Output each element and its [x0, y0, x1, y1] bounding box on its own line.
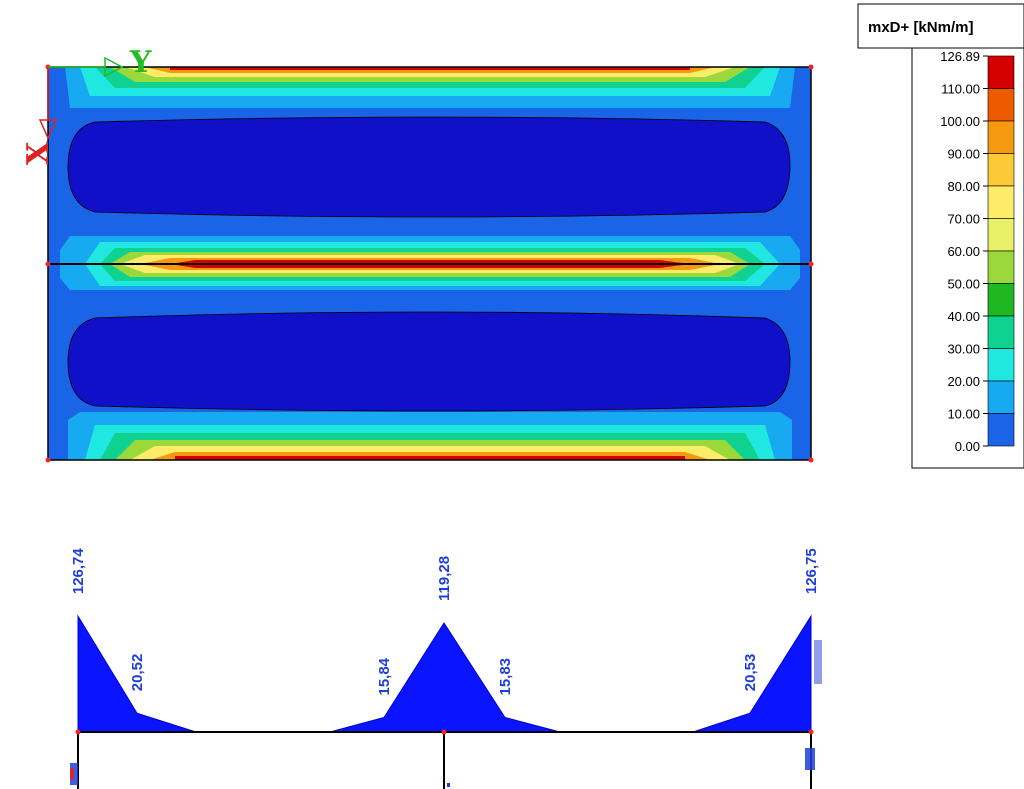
x-axis-label: X [21, 141, 56, 165]
legend-swatch [987, 348, 1015, 382]
node-markers [45, 64, 814, 463]
legend-swatch [987, 283, 1015, 317]
legend-level-label: 100.00 [940, 114, 980, 129]
y-axis-arrow [48, 56, 124, 78]
legend-level-label: 10.00 [947, 407, 980, 422]
contour-low-region-upper [67, 116, 791, 218]
moment-value-label: 126,75 [803, 548, 820, 594]
legend-swatch [987, 88, 1015, 122]
legend-swatch [987, 55, 1015, 89]
moment-diagram: 126,74 20,52 15,84 119,28 15,83 20,53 126,75 [70, 548, 822, 789]
legend-level-label: 90.00 [947, 147, 980, 162]
contour-low-region-lower [67, 311, 791, 412]
legend-swatch [987, 315, 1015, 349]
legend-swatch [987, 185, 1015, 219]
contour-band-bottom [68, 412, 792, 460]
legend-swatch [987, 413, 1015, 447]
cutoff-label-marks [70, 640, 822, 787]
legend-swatch [987, 218, 1015, 252]
contour-band-top [65, 67, 795, 108]
legend-level-label: 80.00 [947, 179, 980, 194]
legend-level-label: 40.00 [947, 309, 980, 324]
legend-labels: 126.89 110.00 100.00 90.00 80.00 70.00 60.00 50… [940, 49, 988, 454]
moment-area [77, 614, 812, 733]
legend-level-label: 70.00 [947, 212, 980, 227]
legend: mxD+ [kNm/m] 126.89 110.00 100.00 90.00 80.0… [857, 3, 1024, 469]
legend-swatch [987, 250, 1015, 284]
moment-value-label: 119,28 [436, 556, 453, 601]
legend-level-label: 20.00 [947, 374, 980, 389]
legend-swatch [987, 153, 1015, 187]
moment-value-label: 15,83 [497, 658, 514, 696]
legend-level-label: 0.00 [955, 439, 980, 454]
legend-level-label: 126.89 [940, 49, 980, 64]
moment-value-label: 126,74 [70, 548, 87, 595]
moment-value-label: 20,53 [742, 654, 759, 692]
legend-swatches [987, 55, 1015, 447]
x-axis-arrow [38, 67, 58, 140]
legend-level-label: 110.00 [941, 82, 980, 97]
moment-labels: 126,74 20,52 15,84 119,28 15,83 20,53 126,75 [70, 548, 820, 696]
legend-swatch [987, 120, 1015, 154]
axis-indicator: Y X [21, 45, 152, 165]
legend-level-label: 50.00 [947, 277, 980, 292]
legend-level-label: 30.00 [947, 342, 980, 357]
moment-value-label: 15,84 [376, 657, 393, 695]
legend-level-label: 60.00 [947, 244, 980, 259]
legend-swatch [987, 380, 1015, 414]
support-nodes [75, 729, 814, 735]
contour-plot [45, 64, 814, 463]
legend-title-box [857, 3, 1024, 49]
moment-value-label: 20,52 [129, 654, 146, 692]
legend-title: mxD+ [kNm/m] [868, 19, 973, 36]
y-axis-label: Y [129, 45, 152, 80]
